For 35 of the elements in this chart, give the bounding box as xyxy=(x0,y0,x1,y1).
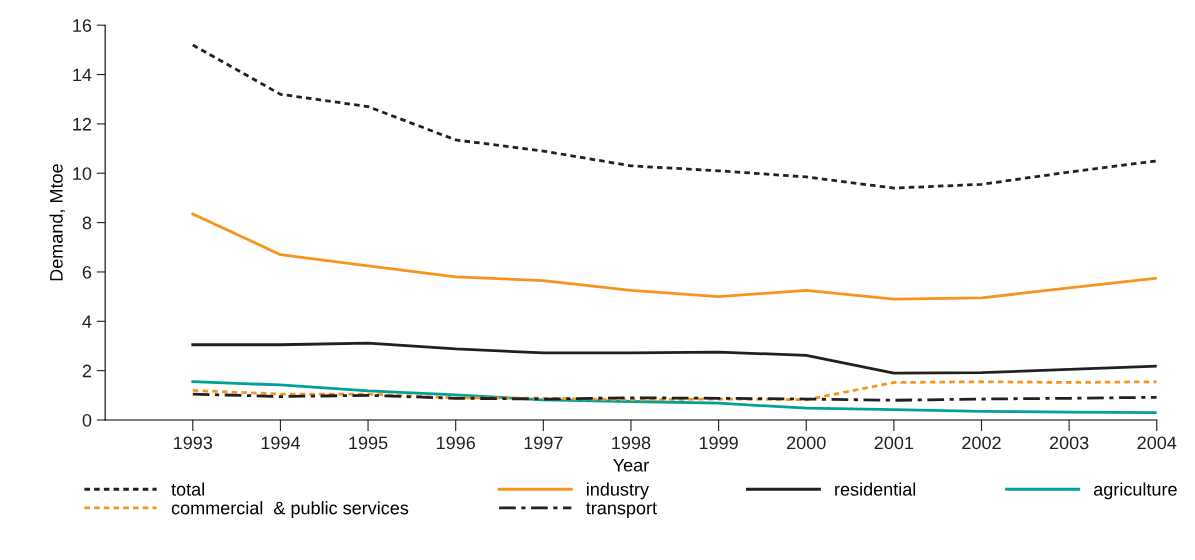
x-tick-label: 1995 xyxy=(349,436,388,450)
y-tick-label: 2 xyxy=(82,364,92,378)
x-tick-label: 2001 xyxy=(874,436,914,450)
x-tick-label: 2004 xyxy=(1137,436,1177,450)
x-axis-title: Year xyxy=(613,459,649,472)
x-tick-label: 1998 xyxy=(612,436,651,450)
y-tick-label: 8 xyxy=(82,216,92,230)
y-tick-label: 14 xyxy=(73,68,92,82)
x-tick-label: 2003 xyxy=(1049,436,1089,450)
legend-label: transport xyxy=(586,502,657,518)
y-tick-label: 4 xyxy=(82,315,92,328)
line-series xyxy=(191,392,1157,402)
x-tick-label: 2002 xyxy=(962,436,1001,450)
legend-label: total xyxy=(171,482,204,496)
x-tick-label: 1996 xyxy=(436,436,475,450)
x-tick-label: 1994 xyxy=(261,436,300,450)
line-series xyxy=(191,43,1157,190)
line-series xyxy=(191,341,1157,375)
legend-label: agriculture xyxy=(1093,482,1177,500)
legend-label: industry xyxy=(587,482,649,500)
legend-label: residential xyxy=(835,482,916,496)
line-series xyxy=(191,380,1157,414)
y-tick-label: 0 xyxy=(82,413,92,427)
line-series xyxy=(191,212,1157,301)
y-tick-label: 10 xyxy=(73,167,92,180)
legend-label: commercial & public services xyxy=(171,501,409,518)
x-tick-label: 1993 xyxy=(174,436,213,450)
x-tick-label: 1999 xyxy=(699,436,738,450)
y-tick-label: 6 xyxy=(82,265,92,279)
y-tick-label: 16 xyxy=(73,19,92,32)
y-axis-title: Demand, Mtoe xyxy=(49,164,65,281)
y-tick-label: 12 xyxy=(73,117,92,131)
line-series xyxy=(191,380,1157,402)
x-tick-label: 2000 xyxy=(787,436,826,450)
x-tick-label: 1997 xyxy=(524,436,563,450)
